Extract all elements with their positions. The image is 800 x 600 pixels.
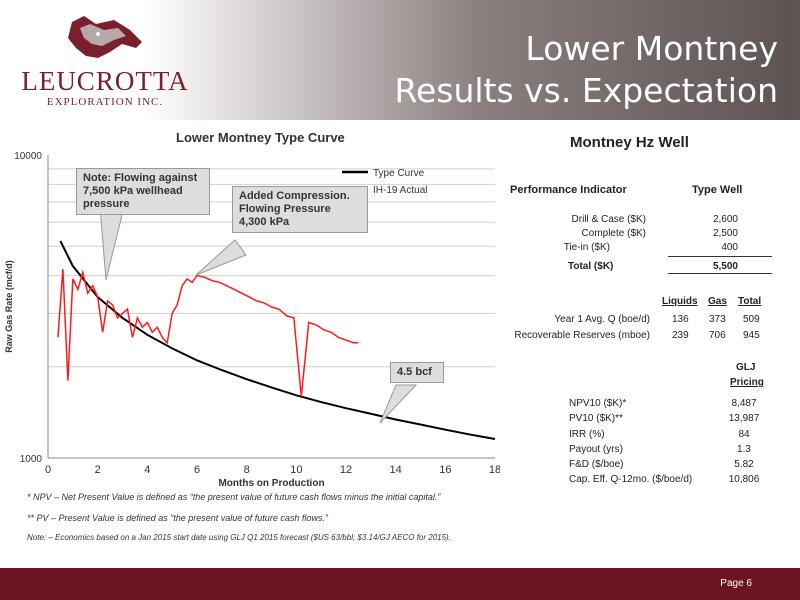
header-banner: LEUCROTTA EXPLORATION INC. Lower Montney…	[0, 0, 800, 120]
footnote-pv: ** PV – Present Value is defined as “the…	[27, 513, 328, 523]
econ-value-3: 1.3	[737, 444, 751, 455]
x-tick-label: 2	[95, 464, 101, 476]
cost-label-0: Drill & Case ($K)	[571, 214, 646, 225]
econ-label-2: IRR (%)	[569, 429, 605, 440]
y-tick-label: 1000	[20, 454, 43, 465]
type-curve-line	[59, 240, 496, 441]
econ-label-3: Payout (yrs)	[569, 444, 623, 455]
callout-compression: Added Compression. Flowing Pressure 4,30…	[232, 186, 368, 233]
callout-pointer	[195, 239, 247, 276]
prod-gas-1: 706	[709, 330, 726, 341]
col-type-well: Type Well	[692, 184, 743, 196]
cost-value-1: 2,500	[712, 228, 738, 239]
econ-label-4: F&D ($/boe)	[569, 459, 624, 470]
econ-value-4: 5.82	[734, 459, 754, 470]
econ-label-1: PV10 ($K)**	[569, 413, 623, 424]
prod-total-0: 509	[743, 314, 760, 325]
col-liquids: Liquids	[662, 296, 698, 307]
econ-label-5: Cap. Eff. Q-12mo. ($/boe/d)	[569, 474, 693, 485]
x-tick-label: 6	[194, 464, 200, 476]
x-tick-label: 18	[489, 464, 500, 476]
well-heading: Montney Hz Well	[570, 134, 689, 151]
x-tick-label: 0	[45, 464, 51, 476]
footnote-economics: Note: – Economics based on a Jan 2015 st…	[27, 533, 451, 542]
glj-header: GLJ	[736, 362, 756, 373]
col-gas: Gas	[708, 296, 727, 307]
prod-liquids-0: 136	[672, 314, 689, 325]
page-title: Lower Montney Results vs. Expectation	[395, 28, 779, 112]
x-tick-label: 8	[244, 464, 250, 476]
prod-liquids-1: 239	[672, 330, 689, 341]
footer-bar: Page 6	[0, 568, 800, 600]
legend-label: IH-19 Actual	[373, 185, 427, 196]
econ-value-2: 84	[738, 429, 750, 440]
callout-pointer	[99, 206, 125, 281]
y-tick-label: 10000	[14, 151, 42, 162]
page-number: Page 6	[720, 578, 752, 589]
prod-label-1: Recoverable Reserves (mboe)	[514, 330, 650, 341]
econ-value-0: 8,487	[731, 398, 757, 409]
x-tick-label: 16	[439, 464, 451, 476]
callout-pointer	[379, 384, 418, 424]
total-underline	[668, 273, 772, 274]
total-label: Total ($K)	[568, 261, 614, 272]
title-line-1: Lower Montney	[525, 29, 778, 68]
econ-label-0: NPV10 ($K)*	[569, 398, 627, 409]
prod-gas-0: 373	[709, 314, 726, 325]
cost-value-0: 2,600	[712, 214, 738, 225]
total-divider	[668, 256, 772, 257]
cost-label-2: Tie-in ($K)	[563, 242, 610, 253]
x-tick-label: 12	[340, 464, 352, 476]
prod-total-1: 945	[743, 330, 760, 341]
econ-value-5: 10,806	[728, 474, 760, 485]
x-tick-label: 14	[390, 464, 402, 476]
x-tick-label: 4	[144, 464, 150, 476]
footnote-npv: * NPV – Net Present Value is defined as …	[27, 492, 441, 502]
col-total: Total	[738, 296, 762, 307]
prod-label-0: Year 1 Avg. Q (boe/d)	[554, 314, 650, 325]
x-axis-label: Months on Production	[218, 478, 324, 489]
cost-label-1: Complete ($K)	[581, 228, 646, 239]
col-performance-indicator: Performance Indicator	[510, 184, 627, 196]
company-subtitle: EXPLORATION INC.	[46, 96, 164, 108]
callout-bcf: 4.5 bcf	[390, 362, 444, 383]
total-value: 5,500	[712, 261, 738, 272]
cost-value-2: 400	[721, 242, 738, 253]
callout-flowing-note: Note: Flowing against 7,500 kPa wellhead…	[76, 168, 210, 215]
y-axis-label: Raw Gas Rate (mcf/d)	[4, 260, 14, 353]
actual-line	[57, 269, 359, 397]
pricing-header: Pricing	[730, 377, 764, 388]
econ-value-1: 13,987	[728, 413, 760, 424]
hyena-head-icon	[68, 16, 142, 58]
title-line-2: Results vs. Expectation	[394, 71, 779, 110]
x-tick-label: 10	[290, 464, 302, 476]
company-name: LEUCROTTA	[21, 66, 189, 96]
legend-label: Type Curve	[373, 168, 425, 179]
chart-title: Lower Montney Type Curve	[176, 130, 345, 145]
